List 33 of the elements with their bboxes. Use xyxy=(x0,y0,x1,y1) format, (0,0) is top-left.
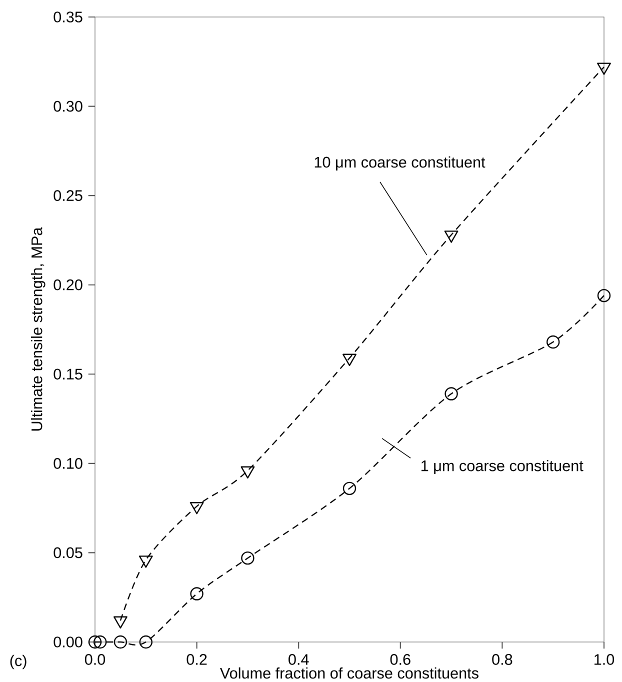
y-tick-label: 0.30 xyxy=(54,100,82,112)
point xyxy=(342,482,356,496)
y-tick-label: 0.10 xyxy=(54,458,82,469)
point xyxy=(444,387,458,400)
point xyxy=(444,230,458,243)
point xyxy=(342,354,356,366)
point xyxy=(597,62,611,75)
y-tick-label: 0.35 xyxy=(54,12,82,22)
y-tick-label: 0.00 xyxy=(54,636,82,648)
y-tick-label: 0.20 xyxy=(54,279,82,290)
point xyxy=(139,635,152,649)
y-tick-label: 0.05 xyxy=(54,547,82,558)
x-tick-label: 0.6 xyxy=(390,654,410,665)
point xyxy=(240,466,255,479)
x-axis-title: Volume fraction of coarse constituents xyxy=(220,667,478,679)
point xyxy=(114,635,128,649)
point xyxy=(597,288,611,302)
point xyxy=(546,335,560,349)
y-tick-label: 0.15 xyxy=(54,368,82,380)
x-tick-label: 0.8 xyxy=(492,654,512,665)
series-label: 10 μm coarse constituent xyxy=(314,156,486,170)
point xyxy=(93,635,107,649)
series-label: 1 μm coarse constituent xyxy=(421,460,584,474)
x-tick-label: 0.2 xyxy=(186,654,207,665)
y-tick-label: 0.25 xyxy=(54,190,82,201)
x-tick-label: 0.4 xyxy=(288,654,309,665)
x-tick-label: 1.0 xyxy=(594,654,614,665)
point xyxy=(190,587,204,600)
y-axis-title: Ultimate tensile strength, MPa xyxy=(31,227,46,431)
point xyxy=(88,635,102,649)
x-tick-label: 0.0 xyxy=(84,654,106,665)
point xyxy=(241,551,254,565)
text: (c) xyxy=(10,654,26,670)
